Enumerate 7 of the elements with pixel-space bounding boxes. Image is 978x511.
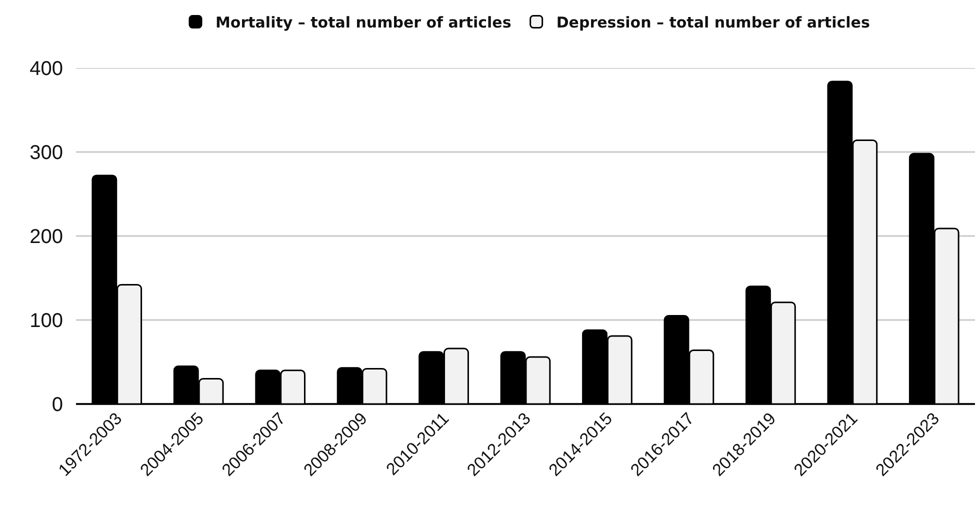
legend-label: Mortality – total number of articles: [216, 14, 512, 32]
legend-label: Depression – total number of articles: [556, 14, 870, 32]
y-tick-label: 200: [30, 226, 63, 248]
y-tick-label: 300: [30, 142, 63, 164]
y-tick-label: 0: [52, 394, 63, 416]
y-tick-label: 400: [30, 58, 63, 80]
y-tick-label: 100: [30, 310, 63, 332]
